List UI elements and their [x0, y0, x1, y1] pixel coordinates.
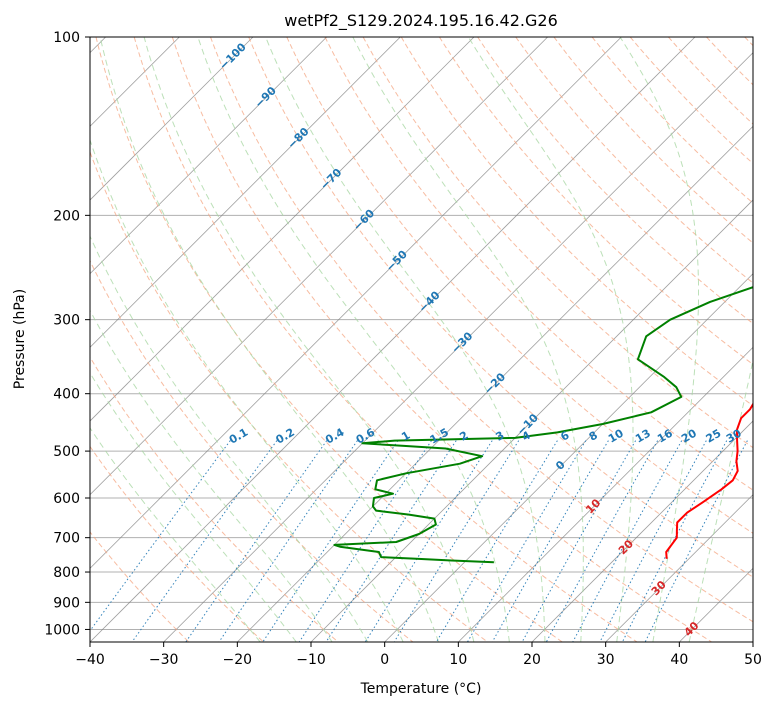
- y-axis-label: Pressure (hPa): [12, 289, 28, 389]
- mixing-ratio-line: [263, 441, 398, 642]
- mixing-ratio-line: [186, 441, 327, 642]
- mixing-ratio-line: [365, 441, 492, 642]
- mixing-ratio-label: 2: [457, 429, 470, 444]
- isotherm-label: −20: [482, 370, 509, 397]
- mixing-ratio-line: [600, 441, 706, 642]
- isotherm-line: [0, 37, 400, 642]
- x-tick-label: −20: [223, 652, 253, 668]
- dry-adiabat: [0, 37, 264, 642]
- isotherm-label: 40: [682, 619, 702, 639]
- x-tick-label: −40: [75, 652, 105, 668]
- y-tick-label: 600: [53, 491, 80, 507]
- isotherm-line: [385, 37, 775, 642]
- mixing-ratio-line: [219, 441, 357, 642]
- isotherm-label: −100: [217, 40, 249, 72]
- moist-adiabat: [468, 37, 633, 642]
- mixing-ratio-line: [82, 441, 231, 642]
- isotherm-line: [90, 37, 695, 642]
- dry-adiabat: [20, 37, 413, 642]
- y-tick-label: 900: [53, 595, 80, 611]
- isotherm-label: 10: [583, 496, 603, 516]
- dry-adiabat: [0, 37, 338, 642]
- moist-adiabat: [0, 37, 296, 642]
- y-tick-label: 700: [53, 531, 80, 547]
- isotherm-label: −60: [351, 207, 378, 234]
- y-tick-label: 400: [53, 387, 80, 403]
- y-tick-label: 1000: [44, 622, 80, 638]
- mixing-ratio-label: 0.4: [323, 425, 347, 446]
- isotherm-label: 0: [553, 458, 568, 473]
- mixing-ratio-line: [436, 441, 557, 642]
- dry-adiabat: [134, 37, 637, 642]
- x-tick-label: 30: [597, 652, 615, 668]
- moist-adiabat: [63, 37, 403, 642]
- y-tick-label: 800: [53, 565, 80, 581]
- isotherm-line: [237, 37, 775, 642]
- isotherm-label: 20: [616, 537, 636, 557]
- isotherm-line: [458, 37, 775, 642]
- dry-adiabat: [707, 37, 775, 642]
- x-tick-label: 10: [449, 652, 467, 668]
- mixing-ratio-line: [394, 441, 519, 642]
- mixing-ratio-label: 20: [679, 427, 699, 446]
- isotherm-line: [0, 37, 327, 642]
- x-tick-label: 0: [380, 652, 389, 668]
- dry-adiabat: [363, 37, 775, 642]
- dry-adiabat: [439, 37, 775, 642]
- isotherm-line: [16, 37, 621, 642]
- moist-adiabat: [32, 37, 368, 642]
- x-tick-label: 20: [523, 652, 541, 668]
- mixing-ratio-label: 0.2: [273, 426, 296, 447]
- isotherm-line: [532, 37, 775, 642]
- dry-adiabat: [554, 37, 775, 642]
- y-tick-label: 500: [53, 444, 80, 460]
- x-tick-label: −10: [296, 652, 326, 668]
- isotherm-label: −50: [383, 247, 410, 274]
- mixing-ratio-label: 8: [587, 429, 600, 444]
- x-tick-label: 40: [670, 652, 688, 668]
- x-axis-label: Temperature (°C): [360, 681, 482, 697]
- isotherm-line: [753, 37, 775, 642]
- y-tick-label: 200: [53, 208, 80, 224]
- moist-adiabat: [100, 37, 438, 642]
- mixing-ratio-label: 13: [633, 427, 653, 446]
- mixing-ratio-line: [492, 441, 608, 642]
- isotherm-line: [311, 37, 775, 642]
- isotherm-label: −40: [416, 288, 443, 315]
- isotherm-label: −30: [449, 329, 476, 356]
- moist-adiabat: [0, 37, 260, 642]
- mixing-ratio-line: [132, 441, 277, 642]
- y-tick-label: 300: [53, 313, 80, 329]
- dry-adiabat: [58, 37, 488, 642]
- x-tick-label: 50: [744, 652, 762, 668]
- isotherm-label: −70: [318, 166, 345, 193]
- dry-adiabat: [745, 37, 775, 642]
- dry-adiabat: [668, 37, 775, 642]
- background-lines: [0, 37, 775, 642]
- dry-adiabat: [0, 37, 189, 642]
- isotherm-label: 30: [649, 578, 669, 598]
- mixing-ratio-label: 25: [704, 427, 724, 446]
- isotherm-line: [679, 37, 775, 642]
- moist-adiabat: [144, 37, 474, 642]
- isotherm-line: [0, 37, 474, 642]
- moist-adiabat: [689, 37, 775, 642]
- mixing-ratio-label: 0.1: [227, 426, 250, 447]
- isotherm-label: −80: [285, 125, 312, 152]
- y-tick-label: 100: [53, 30, 80, 46]
- isotherm-label: −90: [252, 84, 279, 111]
- moist-adiabat: [4, 37, 332, 642]
- chart-title: wetPf2_S129.2024.195.16.42.G26: [284, 11, 558, 31]
- x-tick-label: −30: [149, 652, 179, 668]
